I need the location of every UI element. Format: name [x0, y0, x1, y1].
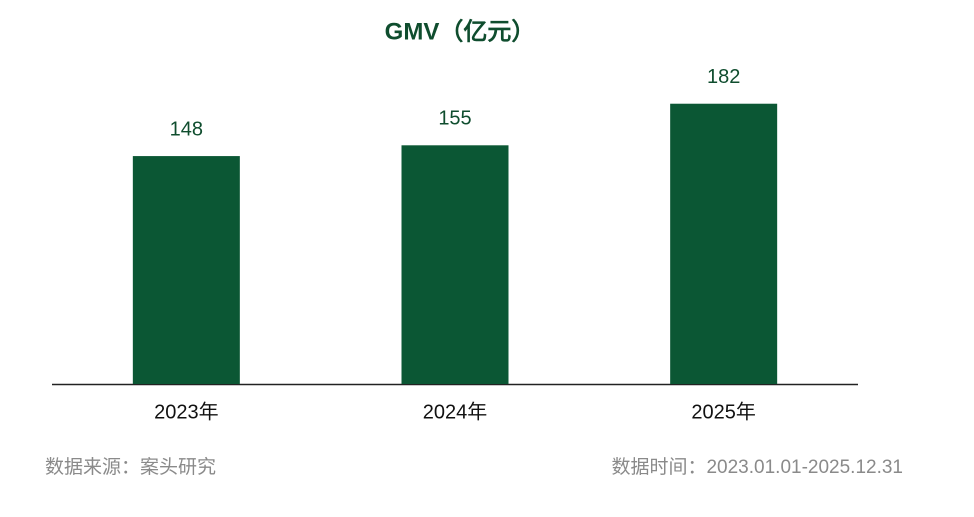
value-label: 148 [170, 118, 203, 140]
source-note: 数据来源：案头研究 [45, 456, 216, 478]
bar [401, 145, 509, 384]
chart-title: GMV（亿元） [385, 18, 536, 45]
value-label: 182 [707, 66, 740, 88]
date-note: 数据时间：2023.01.01-2025.12.31 [611, 456, 903, 478]
value-label: 155 [438, 108, 471, 130]
x-tick-label: 2024年 [423, 400, 488, 423]
bar [670, 103, 778, 384]
bar [132, 156, 240, 384]
x-tick-label: 2025年 [691, 400, 756, 423]
x-tick-label: 2023年 [154, 400, 219, 423]
